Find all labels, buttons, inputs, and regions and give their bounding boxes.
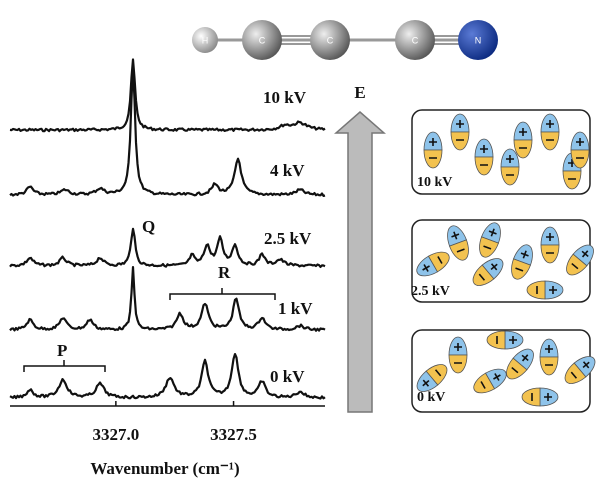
dipole <box>475 220 504 260</box>
dipole-negative <box>541 245 559 263</box>
dipole-negative <box>487 331 505 349</box>
dipole <box>451 114 469 150</box>
dipole <box>562 240 599 279</box>
bracket <box>170 288 275 300</box>
trace-label: 10 kV <box>263 88 307 107</box>
trace-label: 4 kV <box>270 161 305 180</box>
x-axis-label: Wavenumber (cm⁻¹) <box>90 459 239 478</box>
dipole <box>571 132 589 168</box>
dipole <box>522 388 558 406</box>
field-label: E <box>354 83 365 102</box>
dipole <box>514 122 532 158</box>
dipole <box>468 254 507 291</box>
atom-label: C <box>259 35 266 45</box>
dipole-negative <box>522 388 540 406</box>
dipole-negative <box>527 281 545 299</box>
panel-label: 2.5 kV <box>411 284 450 299</box>
atom-label: C <box>412 35 419 45</box>
panel-label: 10 kV <box>417 175 452 190</box>
dipole <box>560 352 599 389</box>
dipole <box>540 339 558 375</box>
x-tick-label: 3327.5 <box>210 425 257 444</box>
dipole <box>424 132 442 168</box>
annotation: Q <box>142 217 155 236</box>
dipole <box>470 364 510 398</box>
dipole-negative <box>540 357 558 375</box>
dipole <box>541 114 559 150</box>
dipole <box>507 242 536 282</box>
dipole-negative <box>475 157 493 175</box>
field-arrow: E <box>336 83 384 412</box>
trace-label: 2.5 kV <box>264 229 312 248</box>
dipole-negative <box>451 132 469 150</box>
dipole <box>487 331 523 349</box>
dipole-negative <box>424 150 442 168</box>
panel-label: 0 kV <box>417 390 445 405</box>
molecule: H C C C N <box>192 20 498 60</box>
dipole-negative <box>449 355 467 373</box>
atom-label: H <box>202 35 209 45</box>
dipole <box>541 227 559 263</box>
dipole-negative <box>501 167 519 185</box>
bracket <box>24 360 105 372</box>
dipoles <box>412 114 599 406</box>
x-tick-label: 3327.0 <box>92 425 139 444</box>
dipole <box>449 337 467 373</box>
atom-label: C <box>327 35 334 45</box>
annotation: R <box>218 263 231 282</box>
annotation: P <box>57 341 67 360</box>
dipole <box>413 247 453 281</box>
dipole <box>475 139 493 175</box>
dipole <box>501 149 519 185</box>
figure: H C C C N 10 kV 4 kV 2.5 kV 1 kV 0 kV Q … <box>0 0 602 485</box>
dipole <box>502 344 539 383</box>
trace-label: 1 kV <box>278 299 313 318</box>
dipole-negative <box>541 132 559 150</box>
dipole <box>527 281 563 299</box>
trace-label: 0 kV <box>270 367 305 386</box>
atom-label: N <box>475 35 482 45</box>
dipole-negative <box>563 171 581 189</box>
